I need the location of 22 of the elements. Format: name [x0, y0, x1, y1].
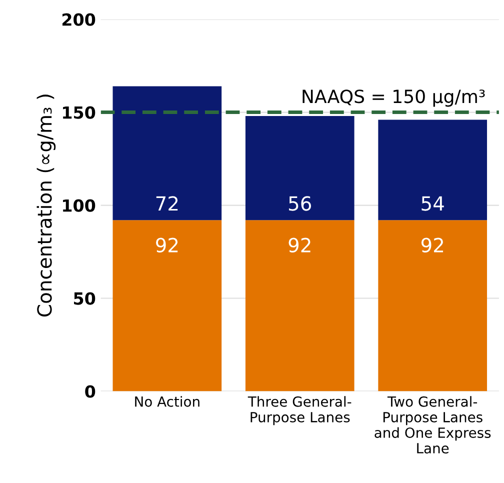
x-tick-label: No Action [135, 396, 200, 407]
bar [112, 86, 222, 220]
y-tick-label: 0 [85, 385, 96, 398]
x-tick-label: Three General- Purpose Lanes [248, 396, 352, 426]
data-label: 92 [421, 238, 444, 252]
y-tick-label: 100 [63, 199, 96, 212]
y-tick-label: 200 [62, 13, 96, 26]
y-axis-title: Concentration (∝g/m₃ ) [36, 94, 56, 316]
ref-line-label: NAAQS = 150 µg/m³ [302, 90, 485, 107]
data-label: 56 [289, 196, 312, 211]
y-tick-label: 150 [63, 106, 96, 119]
bar [112, 220, 222, 392]
data-label: 92 [156, 238, 178, 252]
bar [245, 116, 354, 220]
data-label: 72 [156, 196, 178, 211]
bar [378, 220, 488, 392]
bar [378, 120, 488, 220]
data-label: 54 [422, 196, 444, 211]
y-tick-label: 50 [74, 292, 96, 305]
x-tick-label: Two General- Purpose Lanes and One Express Lane [374, 396, 491, 454]
bar [245, 220, 354, 392]
data-label: 92 [288, 238, 310, 252]
